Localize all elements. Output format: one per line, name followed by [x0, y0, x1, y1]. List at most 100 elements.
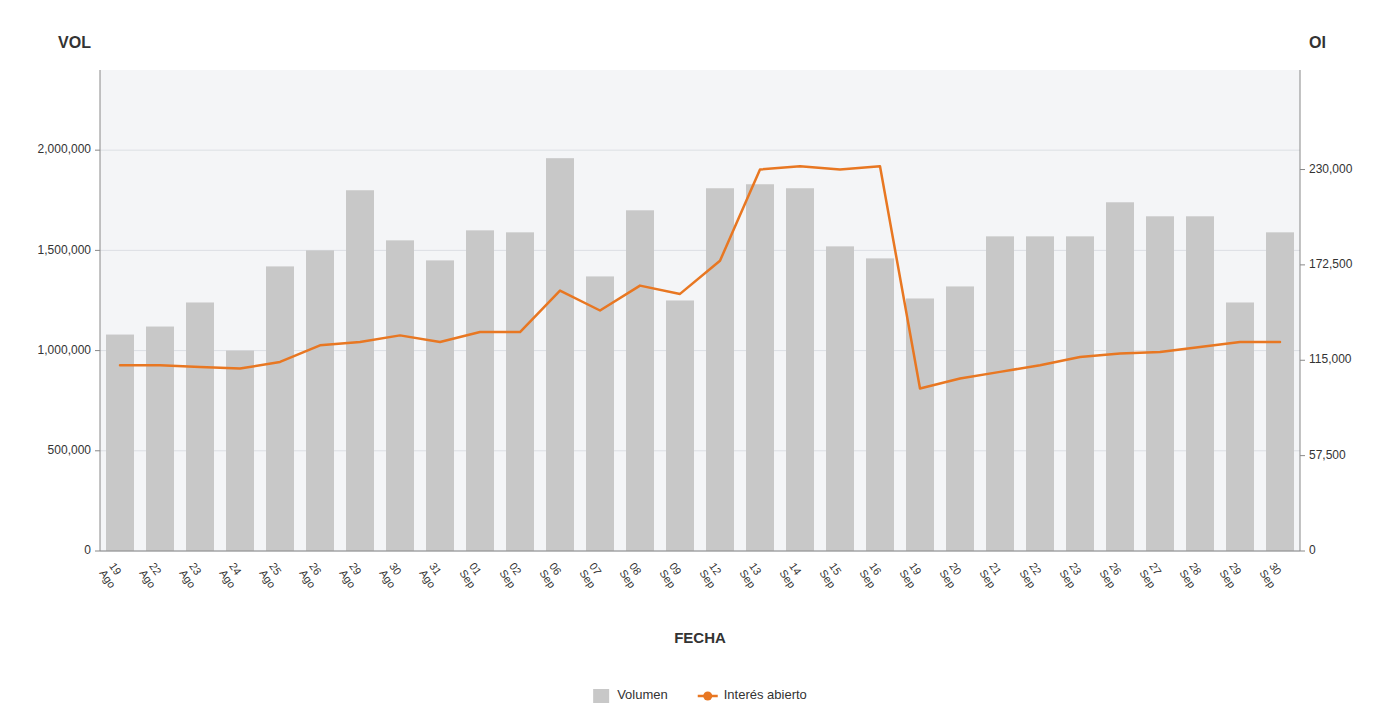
x-tick-label: 14Sep: [777, 560, 808, 590]
y2-tick: [1300, 360, 1305, 361]
bar: [1186, 216, 1214, 551]
legend-label: Interés abierto: [724, 687, 807, 702]
x-tick-label: 29Ago: [337, 560, 368, 590]
bar: [1106, 202, 1134, 551]
x-tick-label: 24Ago: [217, 560, 248, 590]
y2-tick-label: 115,000: [1309, 352, 1352, 366]
y-axis-label: VOL: [58, 34, 91, 51]
bar: [786, 188, 814, 551]
x-tick-label-line: Sep: [897, 567, 918, 590]
x-tick-label: 06Sep: [537, 560, 568, 590]
y-tick-label: 500,000: [48, 443, 92, 457]
y-tick-label: 1,000,000: [38, 343, 92, 357]
bar: [986, 236, 1014, 551]
y2-tick-label: 172,500: [1309, 257, 1353, 271]
x-tick-label: 19Sep: [897, 560, 928, 590]
y2-tick: [1300, 551, 1305, 552]
x-tick-label-line: Sep: [457, 567, 478, 590]
x-tick-label: 01Sep: [457, 560, 488, 590]
x-tick-label: 29Sep: [1217, 560, 1248, 590]
bar: [866, 258, 894, 551]
bar: [346, 190, 374, 551]
bar: [826, 246, 854, 551]
x-axis-line: [100, 551, 1300, 552]
x-tick-label: 12Sep: [697, 560, 728, 590]
x-tick-label-line: Sep: [1057, 567, 1078, 590]
bar: [546, 158, 574, 551]
grid-line: [100, 551, 1300, 552]
bar: [1026, 236, 1054, 551]
y2-axis-line: [1300, 70, 1301, 551]
x-tick-label: 15Sep: [817, 560, 848, 590]
bar: [1266, 232, 1294, 551]
x-tick-label: 27Sep: [1137, 560, 1168, 590]
x-tick-label-line: Sep: [617, 567, 638, 590]
marks: [106, 158, 1294, 551]
bar: [306, 250, 334, 551]
x-tick-label-line: Sep: [657, 567, 678, 590]
x-tick-label-line: Ago: [217, 567, 238, 590]
x-tick-label-line: Sep: [1137, 567, 1158, 590]
y2-tick-label: 0: [1309, 543, 1316, 557]
x-tick-label-line: Sep: [777, 567, 798, 590]
x-tick-label: 28Sep: [1177, 560, 1208, 590]
y-tick: [95, 350, 100, 351]
bar: [946, 286, 974, 551]
legend-item: Volumen: [593, 687, 668, 703]
legend-marker: [703, 692, 712, 701]
y2-tick-label: 57,500: [1309, 448, 1346, 462]
bar: [506, 232, 534, 551]
x-tick-label-line: Sep: [697, 567, 718, 590]
x-tick-label-line: Sep: [577, 567, 598, 590]
x-tick-label-line: Sep: [857, 567, 878, 590]
x-tick-label-line: Sep: [817, 567, 838, 590]
x-tick-label: 26Sep: [1097, 560, 1128, 590]
y-tick: [95, 150, 100, 151]
y2-tick: [1300, 169, 1305, 170]
x-tick-label-line: Ago: [177, 567, 198, 590]
x-tick-label-line: Sep: [497, 567, 518, 590]
grid: [100, 150, 1300, 551]
bar: [586, 276, 614, 551]
bar: [186, 302, 214, 551]
x-tick-label-line: Ago: [297, 567, 318, 590]
y-axis-line: [100, 70, 101, 551]
x-tick-label: 16Sep: [857, 560, 888, 590]
grid-line: [100, 150, 1300, 151]
x-tick-label: 26Ago: [297, 560, 328, 590]
y2-tick-label: 230,000: [1309, 162, 1353, 176]
x-tick-label-line: Sep: [1257, 567, 1278, 590]
x-tick-label: 22Ago: [137, 560, 168, 590]
legend-swatch: [593, 689, 609, 703]
x-tick-label-line: Ago: [257, 567, 278, 590]
bar: [746, 184, 774, 551]
y2-axis-label: OI: [1309, 34, 1326, 51]
plot-area: [100, 70, 1300, 551]
y-tick: [95, 450, 100, 451]
chart: 0 500,000 1,000,000 1,500,000 2,000,000 0 57,5…: [0, 0, 1400, 726]
bar: [266, 266, 294, 551]
bar: [106, 335, 134, 551]
bar: [626, 210, 654, 551]
x-axis-label: FECHA: [674, 629, 726, 646]
y-tick-label: 1,500,000: [38, 243, 92, 257]
bar: [1066, 236, 1094, 551]
bar: [146, 327, 174, 551]
x-tick-label-line: Sep: [937, 567, 958, 590]
x-tick-label: 20Sep: [937, 560, 968, 590]
y-tick-label: 0: [84, 543, 91, 557]
x-tick-label-line: Sep: [1217, 567, 1238, 590]
y-tick-label: 2,000,000: [38, 142, 92, 156]
bar: [666, 300, 694, 551]
x-tick-label-line: Sep: [1097, 567, 1118, 590]
y2-tick: [1300, 455, 1305, 456]
bar: [1146, 216, 1174, 551]
x-tick-label: 08Sep: [617, 560, 648, 590]
legend: Volumen Interés abierto: [593, 687, 807, 703]
x-tick-label: 30Sep: [1257, 560, 1288, 590]
x-tick-label: 22Sep: [1017, 560, 1048, 590]
x-tick-label-line: Ago: [137, 567, 158, 590]
x-tick-label-line: Sep: [1177, 567, 1198, 590]
bar: [466, 230, 494, 551]
x-tick-label-line: Ago: [337, 567, 358, 590]
